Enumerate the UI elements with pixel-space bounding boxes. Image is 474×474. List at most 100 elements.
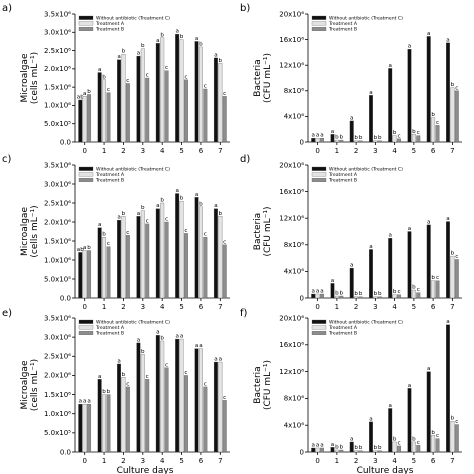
bar [426, 36, 431, 143]
bar-significance-label: b [219, 58, 223, 64]
bar-significance-label: b [359, 291, 363, 297]
bar [97, 379, 102, 453]
bar [397, 294, 401, 299]
bar-significance-label: c [417, 440, 420, 446]
legend-label: Treatment B [328, 27, 357, 33]
bar-significance-label: b [359, 135, 363, 141]
bar [160, 340, 165, 453]
bar-significance-label: a [98, 67, 101, 73]
bar [388, 237, 393, 299]
y-tick-label: 8x10⁶ [284, 87, 305, 95]
bar-significance-label: b [359, 445, 363, 451]
panel-letter: c) [2, 154, 11, 165]
y-tick-label: 1.5x10⁶ [44, 83, 71, 91]
bar-significance-label: a [350, 263, 353, 269]
bar-significance-label: a [408, 383, 411, 389]
x-tick-label: 5 [179, 303, 183, 311]
bar [87, 403, 92, 453]
bar [349, 120, 354, 143]
x-tick-label: 0 [315, 147, 319, 155]
bar [369, 95, 373, 143]
panel-letter: b) [240, 3, 250, 14]
bar-significance-label: a [369, 244, 372, 250]
bar-significance-label: c [146, 218, 149, 224]
bar-significance-label: c [436, 433, 439, 439]
x-tick-label: 7 [450, 303, 454, 311]
bar-significance-label: c [184, 228, 187, 234]
bar-significance-label: b [335, 444, 339, 450]
bar [311, 138, 316, 143]
bar-significance-label: a [312, 133, 315, 139]
chart-panel-2: b) 0 4x10⁶ 8x10⁶ 12x10⁶ 16x10⁶ 20x10⁶ Bacteria(… [240, 3, 462, 155]
legend-label: Treatment A [95, 21, 125, 27]
x-tick-label: 4 [392, 457, 397, 465]
bar [222, 244, 227, 299]
bar-significance-label: c [204, 83, 207, 89]
y-tick-label: 3.5x10⁶ [44, 314, 71, 322]
y-tick-label: 0 [300, 294, 304, 302]
bar [320, 138, 324, 143]
bar-significance-label: a [195, 192, 198, 198]
bar [407, 231, 412, 299]
x-tick-label: 1 [102, 147, 106, 155]
bar-significance-label: a [350, 436, 353, 442]
bar [354, 296, 359, 299]
x-tick-label: 3 [373, 147, 377, 155]
x-tick-label: 6 [199, 457, 204, 465]
y-tick-label: 8x10⁶ [284, 395, 305, 403]
bar [218, 361, 223, 453]
bar-significance-label: b [335, 291, 339, 297]
y-tick-label: 3.5x10⁶ [44, 10, 71, 18]
bar [175, 338, 180, 453]
bar-significance-label: b [354, 445, 358, 451]
bar [411, 441, 416, 453]
bar [78, 403, 83, 453]
x-tick-label: 7 [218, 303, 222, 311]
legend-label: Treatment B [95, 178, 124, 184]
bar [155, 335, 160, 453]
bar [411, 134, 416, 143]
bar-significance-label: a [175, 29, 178, 35]
legend-swatch [311, 21, 327, 26]
bar-significance-label: b [354, 135, 358, 141]
bar-significance-label: a [137, 211, 140, 217]
bar-significance-label: c [126, 381, 129, 387]
bar [377, 296, 382, 299]
bar-significance-label: b [180, 196, 184, 202]
bar [117, 219, 121, 299]
bar [198, 46, 203, 143]
bar [330, 447, 335, 453]
bar-significance-label: a [83, 399, 86, 405]
legend-swatch [78, 21, 94, 26]
bar [431, 435, 436, 453]
x-tick-label: 6 [199, 147, 204, 155]
x-tick-label: 6 [431, 147, 436, 155]
bar-significance-label: c [223, 395, 226, 401]
bar-significance-label: a [214, 52, 217, 58]
bar-significance-label: a [195, 343, 198, 349]
bar-significance-label: a [331, 278, 334, 284]
y-tick-label: 8x10⁶ [284, 241, 305, 249]
bar [175, 193, 180, 299]
bar [339, 139, 344, 143]
panel-letter: e) [2, 308, 12, 319]
x-tick-label: 2 [354, 303, 358, 311]
x-tick-label: 1 [335, 457, 339, 465]
x-tick-label: 7 [450, 147, 454, 155]
bar [358, 450, 363, 453]
y-axis-unit: (cells mL⁻¹) [30, 52, 40, 104]
y-axis-title: Bacteria [253, 366, 263, 403]
bar [203, 88, 208, 143]
bar-significance-label: c [223, 91, 226, 97]
bar [435, 280, 440, 299]
x-tick-label: 1 [102, 457, 106, 465]
bar-significance-label: a [320, 289, 323, 295]
bar-significance-label: ab [77, 247, 84, 253]
bar-significance-label: a [156, 330, 159, 336]
bar [136, 342, 141, 453]
bar-significance-label: a [408, 44, 411, 50]
bar-significance-label: a [98, 374, 101, 380]
chart-panel-6: f) 0 4x10⁶ 8x10⁶ 12x10⁶ 16x10⁶ 20x10⁶ Bacteria(… [240, 308, 462, 465]
y-tick-label: 16x10⁶ [279, 341, 304, 349]
bar [450, 87, 455, 143]
